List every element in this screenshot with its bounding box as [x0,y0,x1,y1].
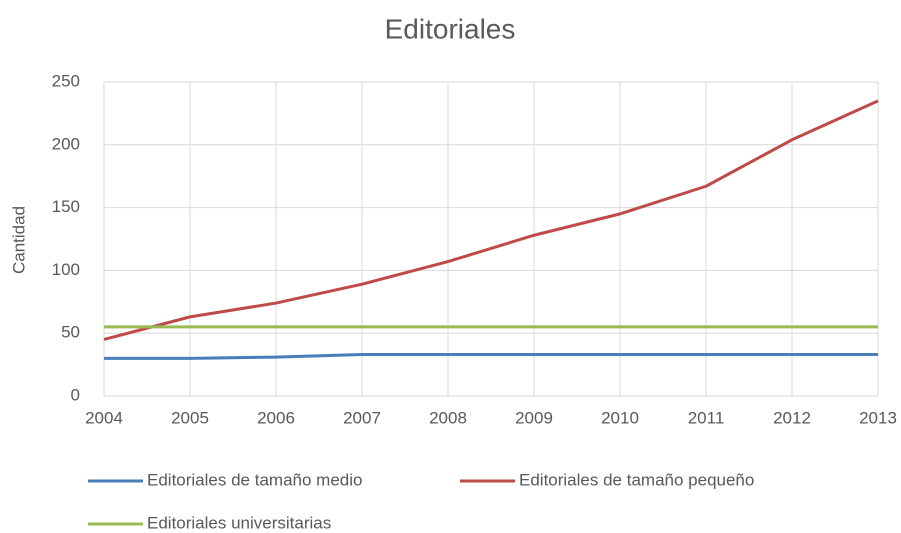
x-tick-label: 2008 [429,408,467,427]
y-tick-label: 50 [61,323,80,342]
x-tick-label: 2004 [85,408,123,427]
x-tick-label: 2005 [171,408,209,427]
series-line [103,99,879,341]
legend-label: Editoriales de tamaño pequeño [519,470,754,489]
y-axis-label: Cantidad [9,206,28,274]
x-tick-label: 2009 [515,408,553,427]
legend-label: Editoriales universitarias [147,513,331,532]
chart-title: Editoriales [385,13,516,44]
legend-label: Editoriales de tamaño medio [147,470,362,489]
x-tick-label: 2011 [688,408,725,427]
series-line [104,353,878,360]
y-tick-label: 150 [52,197,80,216]
x-tick-label: 2013 [859,408,897,427]
x-tick-label: 2006 [257,408,295,427]
y-tick-label: 250 [52,71,80,90]
x-tick-label: 2007 [343,408,381,427]
x-tick-label: 2010 [601,408,639,427]
x-tick-label: 2012 [773,408,811,427]
y-tick-label: 0 [71,385,80,404]
y-tick-label: 100 [52,260,80,279]
y-tick-label: 200 [52,134,80,153]
